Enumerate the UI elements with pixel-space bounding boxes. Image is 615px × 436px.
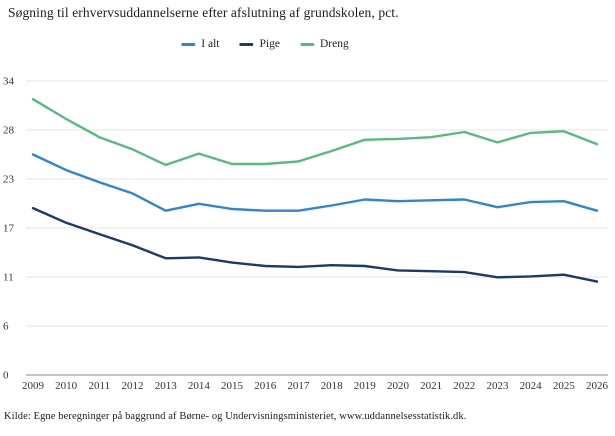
legend-label-pige: Pige xyxy=(259,38,280,50)
legend-item-pige: Pige xyxy=(239,38,280,50)
legend-swatch-i-alt xyxy=(181,42,196,46)
x-tick-label: 2014 xyxy=(188,380,211,392)
chart-title: Søgning til erhvervsuddannelserne efter … xyxy=(8,5,399,20)
legend-item-dreng: Dreng xyxy=(299,38,349,50)
x-tick-label: 2022 xyxy=(453,380,475,392)
x-tick-label: 2026 xyxy=(586,380,609,392)
x-tick-label: 2019 xyxy=(354,380,377,392)
x-tick-label: 2015 xyxy=(221,380,244,392)
x-tick-label: 2023 xyxy=(486,380,509,392)
legend-swatch-pige xyxy=(239,42,254,46)
series-line-i-alt xyxy=(31,153,599,212)
legend-item-i-alt: I alt xyxy=(181,38,220,50)
x-tick-label: 2010 xyxy=(55,380,78,392)
x-tick-label: 2020 xyxy=(387,380,410,392)
x-tick-label: 2017 xyxy=(287,380,310,392)
series-line-pige xyxy=(31,206,599,283)
y-tick-label: 6 xyxy=(3,320,9,332)
x-tick-label: 2025 xyxy=(553,380,576,392)
source-note: Kilde: Egne beregninger på baggrund af B… xyxy=(4,411,467,422)
y-tick-label: 0 xyxy=(3,370,9,382)
x-tick-label: 2016 xyxy=(254,380,277,392)
legend-label-i-alt: I alt xyxy=(201,38,220,50)
x-tick-label: 2011 xyxy=(89,380,111,392)
y-tick-label: 11 xyxy=(3,272,14,284)
chart-legend: I alt Pige Dreng xyxy=(181,38,349,50)
x-tick-label: 2009 xyxy=(22,380,45,392)
legend-label-dreng: Dreng xyxy=(319,38,349,50)
x-tick-label: 2021 xyxy=(420,380,442,392)
line-chart-svg: 0 6 11 17 23 28 34 2009 2010 2011 2012 2013 2014 2015… xyxy=(3,76,609,393)
y-tick-label: 28 xyxy=(3,125,15,137)
x-tick-label: 2013 xyxy=(155,380,178,392)
y-tick-label: 17 xyxy=(3,223,15,235)
x-tick-label: 2012 xyxy=(122,380,144,392)
y-tick-label: 34 xyxy=(3,76,15,88)
x-tick-label: 2024 xyxy=(520,380,543,392)
x-tick-label: 2018 xyxy=(321,380,344,392)
y-tick-label: 23 xyxy=(3,173,15,185)
legend-swatch-dreng xyxy=(299,42,314,46)
series-line-dreng xyxy=(31,98,599,167)
